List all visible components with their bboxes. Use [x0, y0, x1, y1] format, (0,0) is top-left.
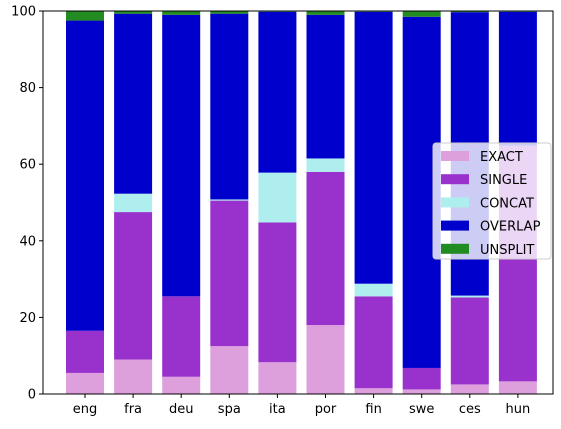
y-tick-label: 40 [19, 234, 36, 249]
bar-eng-exact [66, 372, 104, 394]
x-tick-label: eng [73, 402, 98, 417]
bar-ita-single [258, 222, 297, 363]
legend-swatch [441, 151, 469, 161]
bar-spa-unsplit [210, 11, 249, 14]
legend-label: OVERLAP [480, 220, 541, 235]
x-tick-label: fra [124, 402, 142, 417]
x-tick-label: fin [365, 402, 381, 417]
bar-spa-overlap [210, 13, 249, 200]
bar-fin-concat [354, 283, 393, 297]
bar-fin-single [354, 296, 393, 389]
bar-ces-single [450, 297, 489, 385]
bar-por-overlap [306, 14, 345, 159]
legend-label: CONCAT [480, 196, 534, 211]
bar-deu-single [162, 296, 201, 377]
legend-swatch [441, 220, 469, 231]
bar-fin-overlap [354, 11, 393, 284]
bar-ces-concat [450, 295, 489, 298]
bar-fra-unsplit [114, 11, 153, 14]
bar-fra-single [114, 212, 153, 360]
bar-por-concat [306, 158, 345, 172]
legend: EXACT SINGLE CONCAT OVERLAP UNSPLIT [432, 142, 552, 260]
bar-spa-single [210, 200, 249, 347]
bar-hun-exact [498, 381, 537, 394]
bar-swe-single [402, 367, 441, 390]
legend-label: UNSPLIT [480, 243, 534, 258]
bar-fra-concat [114, 193, 153, 213]
x-tick-label: spa [218, 402, 241, 417]
bar-deu-exact [162, 376, 201, 394]
legend-swatch [441, 197, 469, 208]
legend-label: EXACT [480, 150, 523, 165]
bar-eng-overlap [66, 20, 104, 331]
bar-hun-overlap [498, 11, 537, 146]
bar-eng-unsplit [66, 11, 104, 21]
y-tick-label: 100 [11, 5, 36, 20]
bar-eng-single [66, 330, 104, 373]
legend-swatch [441, 174, 469, 185]
x-tick-label: deu [169, 402, 194, 417]
x-tick-label: ces [459, 402, 481, 417]
x-tick-label: swe [409, 402, 434, 417]
bar-deu-unsplit [162, 11, 201, 15]
bar-por-exact [306, 325, 345, 394]
bar-ita-concat [258, 172, 297, 223]
bar-deu-overlap [162, 14, 201, 297]
bar-spa-exact [210, 346, 249, 395]
legend-swatch [441, 243, 469, 254]
y-tick-label: 80 [19, 81, 36, 96]
bar-spa-concat [210, 199, 249, 201]
x-tick-label: por [315, 402, 337, 417]
bar-fra-overlap [114, 13, 153, 194]
x-tick-label: hun [506, 402, 531, 417]
y-tick-label: 60 [19, 158, 36, 173]
bar-ita-overlap [258, 11, 297, 173]
bar-swe-exact [402, 389, 441, 394]
x-tick-label: ita [269, 402, 286, 417]
plot-frame [42, 10, 554, 395]
bar-fra-exact [114, 359, 153, 394]
bar-ita-exact [258, 362, 297, 394]
bar-swe-unsplit [402, 11, 441, 17]
y-tick-label: 20 [19, 311, 36, 326]
y-tick-label: 0 [28, 388, 36, 403]
bar-fin-exact [354, 388, 393, 394]
bar-por-unsplit [306, 11, 345, 15]
legend-label: SINGLE [480, 173, 527, 188]
bar-ces-exact [450, 384, 489, 394]
bar-por-single [306, 171, 345, 326]
bar-ces-unsplit [450, 11, 489, 13]
